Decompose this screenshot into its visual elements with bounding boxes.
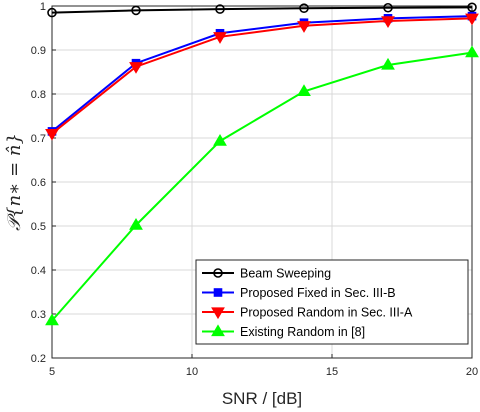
y-tick-label: 0.9 [31,45,46,57]
series-line [51,6,473,14]
y-tick-label: 0.3 [31,309,46,321]
legend-label: Proposed Fixed in Sec. III-B [240,286,396,300]
legend-item: Existing Random in [8] [202,324,365,339]
data-point [47,7,57,18]
data-point [297,21,311,33]
legend-marker [213,268,223,278]
legend-label: Proposed Random in Sec. III-A [240,306,413,320]
data-point [465,45,479,58]
x-axis-label: SNR / [dB] [222,389,302,408]
data-point [131,5,141,16]
legend-label: Existing Random in [8] [240,325,365,339]
y-tick-label: 0.6 [31,177,46,189]
data-point [297,84,311,97]
data-point [465,13,479,26]
x-tick-label: 5 [49,366,55,378]
data-point [467,2,477,13]
y-tick-label: 0.8 [31,89,46,101]
data-point [213,32,227,44]
data-point [45,313,59,326]
data-point [215,4,225,14]
legend-label: Beam Sweeping [240,267,331,281]
data-point [383,2,393,13]
y-tick-label: 0.2 [31,353,46,365]
series-group [45,2,479,326]
y-tick-label: 0.4 [31,265,46,277]
axis-ticks: 5 10 15 20 0.2 0.3 0.4 0.5 0.6 0.7 0.8 0.9 1 [31,1,478,378]
series-line [51,17,473,135]
y-axis-label: 𝒫{n∗ = n̂} [4,133,25,231]
y-tick-label: 0.5 [31,221,46,233]
legend-item: Beam Sweeping [202,267,331,281]
series-line [51,15,473,133]
legend-item: Proposed Random in Sec. III-A [202,306,413,320]
data-point [213,134,227,146]
legend-item: Proposed Fixed in Sec. III-B [202,286,396,300]
x-tick-label: 15 [326,366,338,378]
legend-marker [213,288,223,297]
data-point [381,57,395,70]
series-0 [47,2,477,18]
data-point [381,16,395,29]
y-tick-label: 0.7 [31,133,46,145]
data-point [299,3,309,13]
legend-box [195,259,469,345]
data-point [129,218,143,230]
series-line [51,51,473,322]
y-tick-label: 1 [40,1,46,13]
data-point [45,128,59,141]
series-2 [45,13,479,141]
x-tick-label: 20 [466,366,478,378]
series-3 [45,45,479,326]
legend-marker [211,324,225,337]
legend-marker [211,307,225,320]
x-tick-label: 10 [186,366,198,378]
legend: Beam Sweeping Proposed Fixed in Sec. III-… [195,259,469,345]
data-point [129,62,143,74]
